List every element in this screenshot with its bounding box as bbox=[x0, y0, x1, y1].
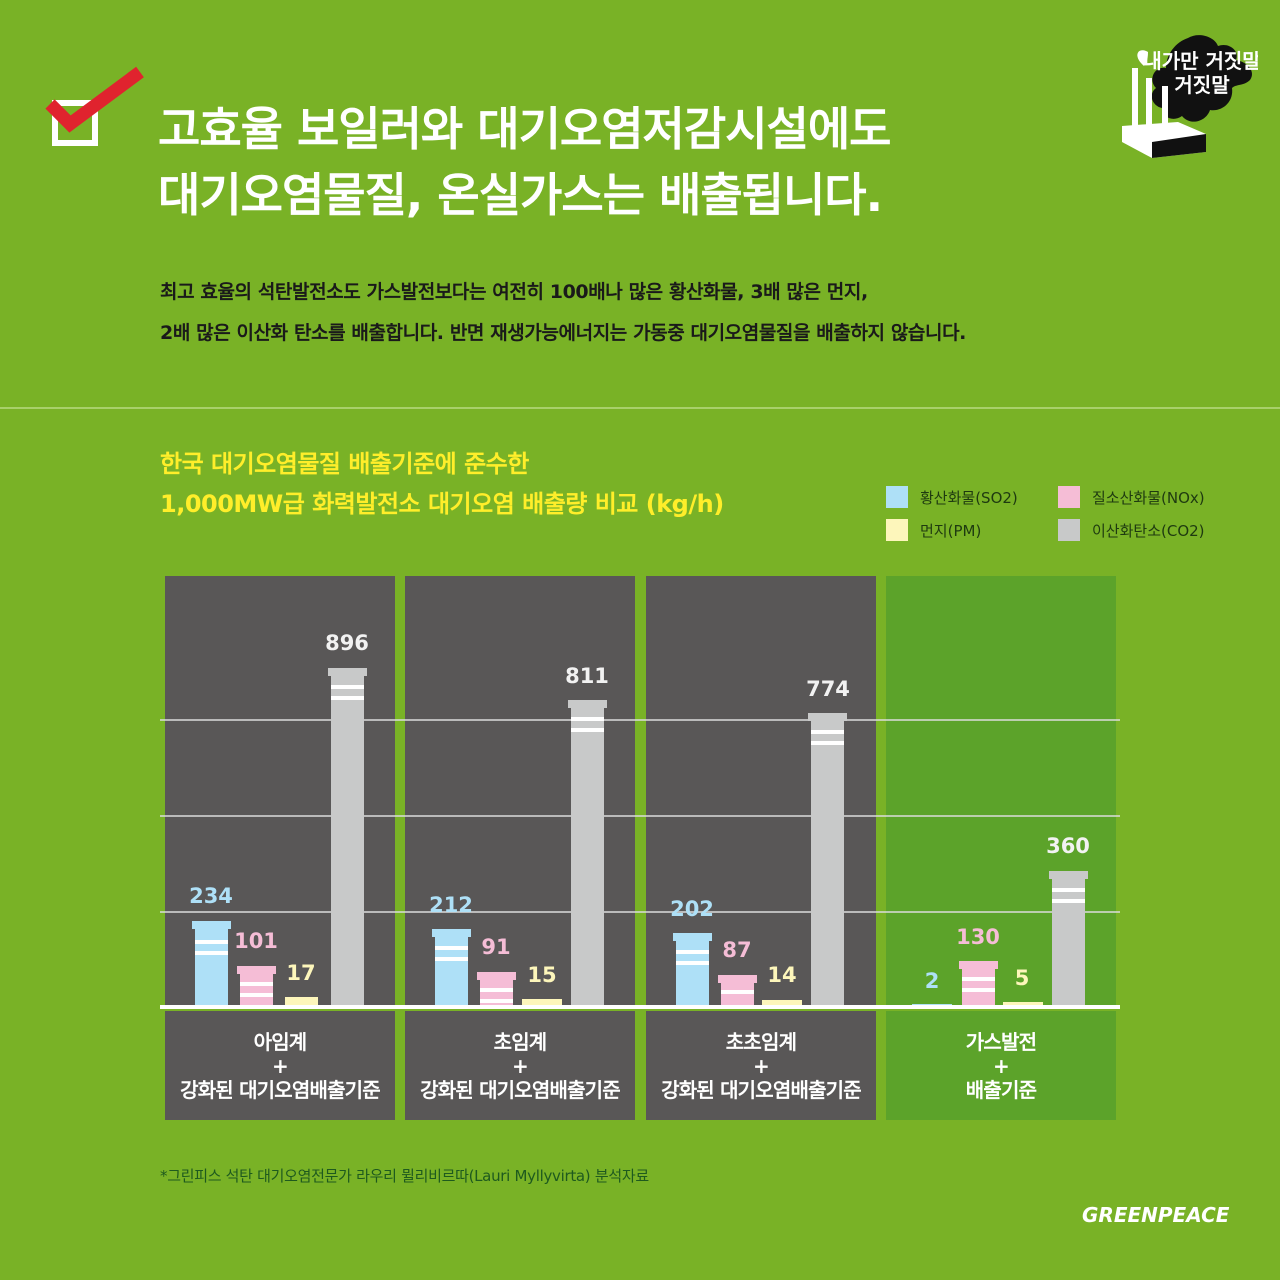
category-label-ultra-supercritical: 초초임계 + 강화된 대기오염배출기준 bbox=[646, 1011, 876, 1120]
category-label-line2: 강화된 대기오염배출기준 bbox=[661, 1077, 862, 1102]
value-label-nox: 91 bbox=[481, 935, 511, 959]
value-label-pm: 17 bbox=[286, 961, 316, 985]
bar-nox bbox=[959, 961, 998, 1007]
legend-swatch-icon bbox=[886, 519, 908, 541]
bar-pm bbox=[762, 1000, 802, 1007]
value-label-so2: 2 bbox=[924, 969, 940, 993]
value-label-so2: 234 bbox=[189, 884, 233, 908]
gridline bbox=[160, 911, 1120, 913]
lead-line-2: 2배 많은 이산화 탄소를 배출합니다. 반면 재생가능에너지는 가동중 대기오… bbox=[160, 322, 966, 344]
legend-item-co2: 이산화탄소(CO2) bbox=[1058, 519, 1205, 541]
gridline bbox=[160, 815, 1120, 817]
bar-nox bbox=[477, 972, 516, 1007]
legend-swatch-icon bbox=[1058, 519, 1080, 541]
gridline bbox=[160, 719, 1120, 721]
bar-pm bbox=[1003, 1002, 1043, 1007]
bar-nox bbox=[237, 966, 276, 1007]
title-line-2: 대기오염물질, 온실가스는 배출됩니다. bbox=[158, 168, 883, 222]
svg-text:거짓말: 거짓말 bbox=[1174, 73, 1230, 97]
value-label-co2: 774 bbox=[806, 677, 850, 701]
page-title: 고효율 보일러와 대기오염저감시설에도 대기오염물질, 온실가스는 배출됩니다. bbox=[158, 96, 891, 228]
lead-line-1: 최고 효율의 석탄발전소도 가스발전보다는 여전히 100배나 많은 황산화물,… bbox=[160, 281, 868, 303]
source-footnote: *그린피스 석탄 대기오염전문가 라우리 뮐리비르따(Lauri Myllyvi… bbox=[160, 1167, 649, 1185]
chart-baseline bbox=[160, 1005, 1120, 1009]
category-label-line1: 가스발전 bbox=[965, 1029, 1037, 1054]
legend-item-pm: 먼지(PM) bbox=[886, 519, 981, 541]
category-label-plus: + bbox=[753, 1053, 770, 1078]
chart-title-line-2: 1,000MW급 화력발전소 대기오염 배출량 비교 (kg/h) bbox=[160, 490, 724, 518]
value-label-nox: 101 bbox=[234, 929, 278, 953]
chart-title: 한국 대기오염물질 배출기준에 준수한 1,000MW급 화력발전소 대기오염 … bbox=[160, 444, 724, 524]
bar-co2 bbox=[1049, 871, 1088, 1007]
section-divider bbox=[0, 407, 1280, 409]
value-label-co2: 811 bbox=[565, 664, 609, 688]
bar-nox bbox=[718, 975, 757, 1007]
legend-label: 질소산화물(NOx) bbox=[1092, 488, 1205, 507]
value-label-co2: 896 bbox=[325, 631, 369, 655]
category-label-line2: 배출기준 bbox=[965, 1077, 1037, 1102]
value-label-co2: 360 bbox=[1046, 834, 1090, 858]
greenpeace-logo: GREENPEACE bbox=[1082, 1203, 1230, 1227]
value-label-pm: 5 bbox=[1014, 966, 1030, 990]
value-label-so2: 212 bbox=[429, 893, 473, 917]
chart-title-line-1: 한국 대기오염물질 배출기준에 준수한 bbox=[160, 450, 529, 478]
bar-co2 bbox=[808, 713, 847, 1007]
category-label-line1: 아임계 bbox=[253, 1029, 308, 1054]
category-label-plus: + bbox=[993, 1053, 1010, 1078]
legend-item-nox: 질소산화물(NOx) bbox=[1058, 486, 1205, 508]
category-label-line1: 초임계 bbox=[493, 1029, 548, 1054]
checkbox-icon bbox=[52, 100, 98, 146]
value-label-nox: 87 bbox=[722, 938, 752, 962]
check-icon bbox=[45, 66, 144, 133]
bar-pm bbox=[285, 997, 318, 1007]
title-line-1: 고효율 보일러와 대기오염저감시설에도 bbox=[158, 102, 891, 156]
legend-label: 먼지(PM) bbox=[920, 521, 982, 540]
bar-so2 bbox=[673, 933, 712, 1007]
legend-swatch-icon bbox=[886, 486, 908, 508]
legend-swatch-icon bbox=[1058, 486, 1080, 508]
category-label-line2: 강화된 대기오염배출기준 bbox=[180, 1077, 381, 1102]
legend-label: 이산화탄소(CO2) bbox=[1092, 521, 1205, 540]
lead-paragraph: 최고 효율의 석탄발전소도 가스발전보다는 여전히 100배나 많은 황산화물,… bbox=[160, 272, 966, 354]
category-label-line1: 초초임계 bbox=[725, 1029, 797, 1054]
category-label-gas: 가스발전 + 배출기준 bbox=[886, 1011, 1116, 1120]
category-label-supercritical: 초임계 + 강화된 대기오염배출기준 bbox=[405, 1011, 635, 1120]
category-label-plus: + bbox=[512, 1053, 529, 1078]
value-label-so2: 202 bbox=[670, 897, 714, 921]
bar-so2 bbox=[432, 929, 471, 1007]
category-label-line2: 강화된 대기오염배출기준 bbox=[420, 1077, 621, 1102]
bar-so2 bbox=[192, 921, 231, 1007]
category-label-plus: + bbox=[272, 1053, 289, 1078]
category-label-subcritical: 아임계 + 강화된 대기오염배출기준 bbox=[165, 1011, 395, 1120]
factory-cloud-logo-icon: 내가만 거짓말 거짓말 bbox=[1122, 35, 1258, 158]
legend-item-so2: 황산화물(SO2) bbox=[886, 486, 1018, 508]
bar-pm bbox=[522, 999, 562, 1007]
bar-co2 bbox=[328, 668, 367, 1007]
value-label-pm: 14 bbox=[767, 963, 797, 987]
corner-logo-text: 내가만 거짓말 bbox=[1143, 49, 1258, 73]
bar-co2 bbox=[568, 700, 607, 1007]
value-label-pm: 15 bbox=[527, 963, 557, 987]
legend-label: 황산화물(SO2) bbox=[920, 488, 1018, 507]
value-label-nox: 130 bbox=[956, 925, 1000, 949]
